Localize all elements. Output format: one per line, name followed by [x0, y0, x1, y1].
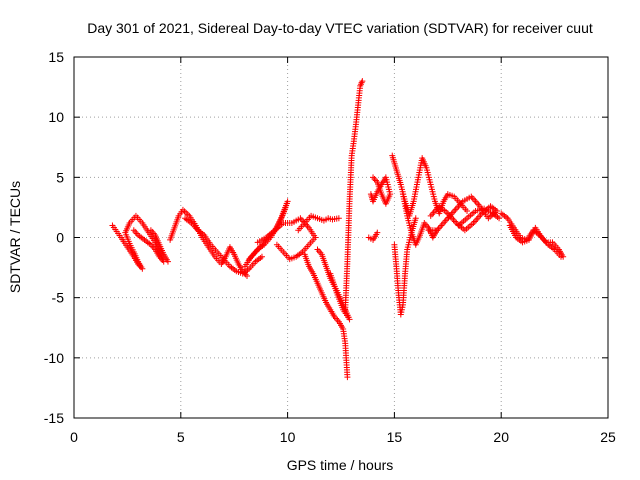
series-arc-13: [391, 215, 419, 318]
data-point: [244, 273, 251, 280]
data-point: [130, 227, 137, 234]
data-point: [335, 215, 342, 222]
data-point: [370, 174, 377, 181]
series-arc-3: [167, 206, 251, 280]
series-arc-7: [295, 212, 342, 234]
data-point: [464, 208, 471, 215]
data-point: [164, 258, 171, 265]
data-point: [374, 229, 381, 236]
y-tick-label: 0: [56, 230, 64, 246]
data-point: [412, 215, 419, 222]
x-axis-ticks: 0 5 10 15 20 25: [70, 57, 616, 445]
series-arc-12: [365, 229, 381, 243]
series-arc-8: [301, 251, 351, 381]
x-tick-label: 15: [387, 429, 403, 445]
series-arc-17: [455, 205, 503, 229]
y-tick-label: 5: [56, 169, 64, 185]
series-arc-2: [147, 227, 171, 265]
x-tick-label: 25: [600, 429, 616, 445]
data-point: [258, 253, 265, 260]
x-tick-label: 0: [70, 429, 78, 445]
data-point: [496, 215, 503, 222]
data-points: [109, 78, 567, 381]
data-point: [427, 212, 434, 219]
y-tick-label: -10: [44, 350, 64, 366]
series-arc-10: [342, 78, 366, 313]
series-arc-19: [506, 222, 565, 260]
x-tick-label: 5: [177, 429, 185, 445]
series-arc-14: [389, 152, 471, 219]
data-point: [359, 78, 366, 85]
data-point: [558, 253, 565, 260]
y-axis-label: SDTVAR / TECUs: [7, 181, 23, 293]
y-tick-label: -15: [44, 410, 64, 426]
series-arc-11: [367, 174, 394, 207]
x-axis-label: GPS time / hours: [287, 457, 394, 473]
series-arc-5: [241, 198, 291, 270]
x-tick-label: 20: [493, 429, 509, 445]
y-tick-label: 10: [48, 109, 64, 125]
data-point: [314, 246, 321, 253]
data-point: [344, 374, 351, 381]
series-arc-9: [314, 246, 353, 323]
data-point: [246, 256, 253, 263]
series-arc-1: [109, 212, 167, 272]
y-tick-label: 15: [48, 49, 64, 65]
data-point: [273, 241, 280, 248]
x-tick-label: 10: [280, 429, 296, 445]
chart-title: Day 301 of 2021, Sidereal Day-to-day VTE…: [87, 20, 593, 36]
y-axis-ticks: -15 -10 -5 0 5 10 15: [44, 49, 608, 426]
series-arc-6: [254, 215, 319, 263]
series-arc-4: [182, 215, 265, 277]
grid-lines: [74, 57, 608, 418]
y-tick-label: -5: [52, 290, 65, 306]
